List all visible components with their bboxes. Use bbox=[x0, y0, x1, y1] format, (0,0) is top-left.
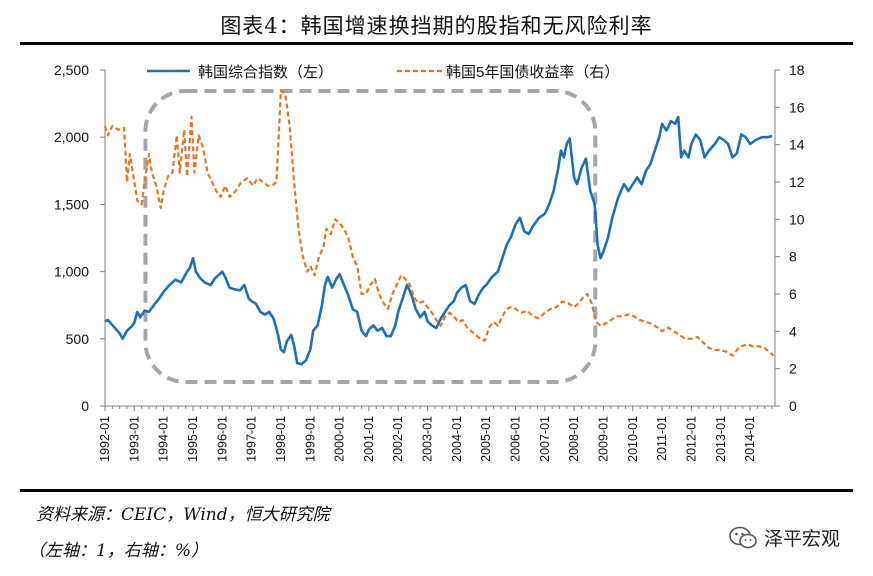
top-rule bbox=[20, 42, 853, 45]
x-tick-label: 1995-01 bbox=[186, 416, 200, 462]
x-tick-label: 2006-01 bbox=[509, 416, 523, 462]
y-right-tick-label: 0 bbox=[789, 398, 797, 414]
axes-layer: 0 500 1,000 1,500 2,000 2,500 0 2 4 6 8 10 12 14 16 18 1… bbox=[54, 62, 805, 462]
y-right-tick-label: 6 bbox=[789, 286, 797, 302]
x-tick-label: 1997-01 bbox=[245, 416, 259, 462]
chart-svg: 0 500 1,000 1,500 2,000 2,500 0 2 4 6 8 10 12 14 16 18 1… bbox=[54, 62, 805, 462]
bond-yield-series-line bbox=[103, 89, 775, 357]
bottom-rule bbox=[20, 489, 853, 492]
y-left-tick-label: 1,500 bbox=[54, 196, 89, 212]
highlight-period-box bbox=[143, 89, 598, 384]
highlight-box-layer bbox=[143, 89, 598, 384]
y-left-tick-label: 1,000 bbox=[54, 264, 89, 280]
x-tick-label: 2009-01 bbox=[596, 416, 610, 462]
x-tick-label: 2004-01 bbox=[450, 416, 464, 462]
axis-unit-note: （左轴：1，右轴：%） bbox=[28, 541, 208, 561]
x-tick-label: 2003-01 bbox=[421, 416, 435, 462]
brand-watermark: 泽平宏观 bbox=[728, 524, 840, 551]
kospi-series-line bbox=[104, 115, 773, 366]
x-tick-label: 1994-01 bbox=[157, 416, 171, 462]
x-tick-label: 2010-01 bbox=[626, 416, 640, 462]
y-right-tick-label: 2 bbox=[789, 361, 797, 377]
x-tick-label: 1992-01 bbox=[98, 416, 112, 462]
x-tick-label: 2011-01 bbox=[655, 416, 669, 461]
y-left-tick-label: 2,500 bbox=[54, 62, 89, 78]
x-tick-label: 1998-01 bbox=[274, 416, 288, 462]
y-right-tick-label: 18 bbox=[789, 62, 805, 78]
legend-bond-label: 韩国5年国债收益率（右） bbox=[446, 64, 619, 81]
x-tick-label: 2012-01 bbox=[684, 416, 698, 462]
y-left-tick-label: 2,000 bbox=[54, 129, 89, 145]
x-tick-label: 2008-01 bbox=[567, 416, 581, 462]
y-left-tick-label: 500 bbox=[66, 331, 90, 347]
source-note: 资料来源：CEIC，Wind，恒大研究院 bbox=[36, 505, 330, 525]
y-right-tick-label: 16 bbox=[789, 99, 805, 115]
x-tick-label: 2002-01 bbox=[391, 416, 405, 462]
x-tick-label: 2005-01 bbox=[479, 416, 493, 462]
x-tick-label: 2013-01 bbox=[714, 416, 728, 462]
y-right-tick-label: 14 bbox=[789, 137, 805, 153]
x-tick-label: 2000-01 bbox=[333, 416, 347, 462]
wechat-icon bbox=[729, 526, 757, 548]
y-right-tick-label: 8 bbox=[789, 249, 797, 265]
y-right-tick-label: 10 bbox=[789, 211, 805, 227]
y-left-tick-label: 0 bbox=[81, 398, 89, 414]
page-title: 图表4：韩国增速换挡期的股指和无风险利率 bbox=[220, 14, 653, 38]
x-tick-label: 1993-01 bbox=[127, 416, 141, 462]
y-right-tick-label: 12 bbox=[789, 174, 805, 190]
brand-label: 泽平宏观 bbox=[764, 528, 841, 550]
x-tick-label: 2007-01 bbox=[538, 416, 552, 462]
series-layer bbox=[103, 89, 775, 366]
x-tick-label: 1996-01 bbox=[215, 416, 229, 462]
legend: 韩国综合指数（左） 韩国5年国债收益率（右） bbox=[147, 64, 619, 81]
y-right-tick-label: 4 bbox=[789, 323, 797, 339]
legend-kospi-label: 韩国综合指数（左） bbox=[198, 64, 333, 81]
x-tick-label: 2014-01 bbox=[743, 416, 757, 462]
x-tick-label: 2001-01 bbox=[362, 416, 376, 462]
x-tick-label: 1999-01 bbox=[303, 416, 317, 462]
